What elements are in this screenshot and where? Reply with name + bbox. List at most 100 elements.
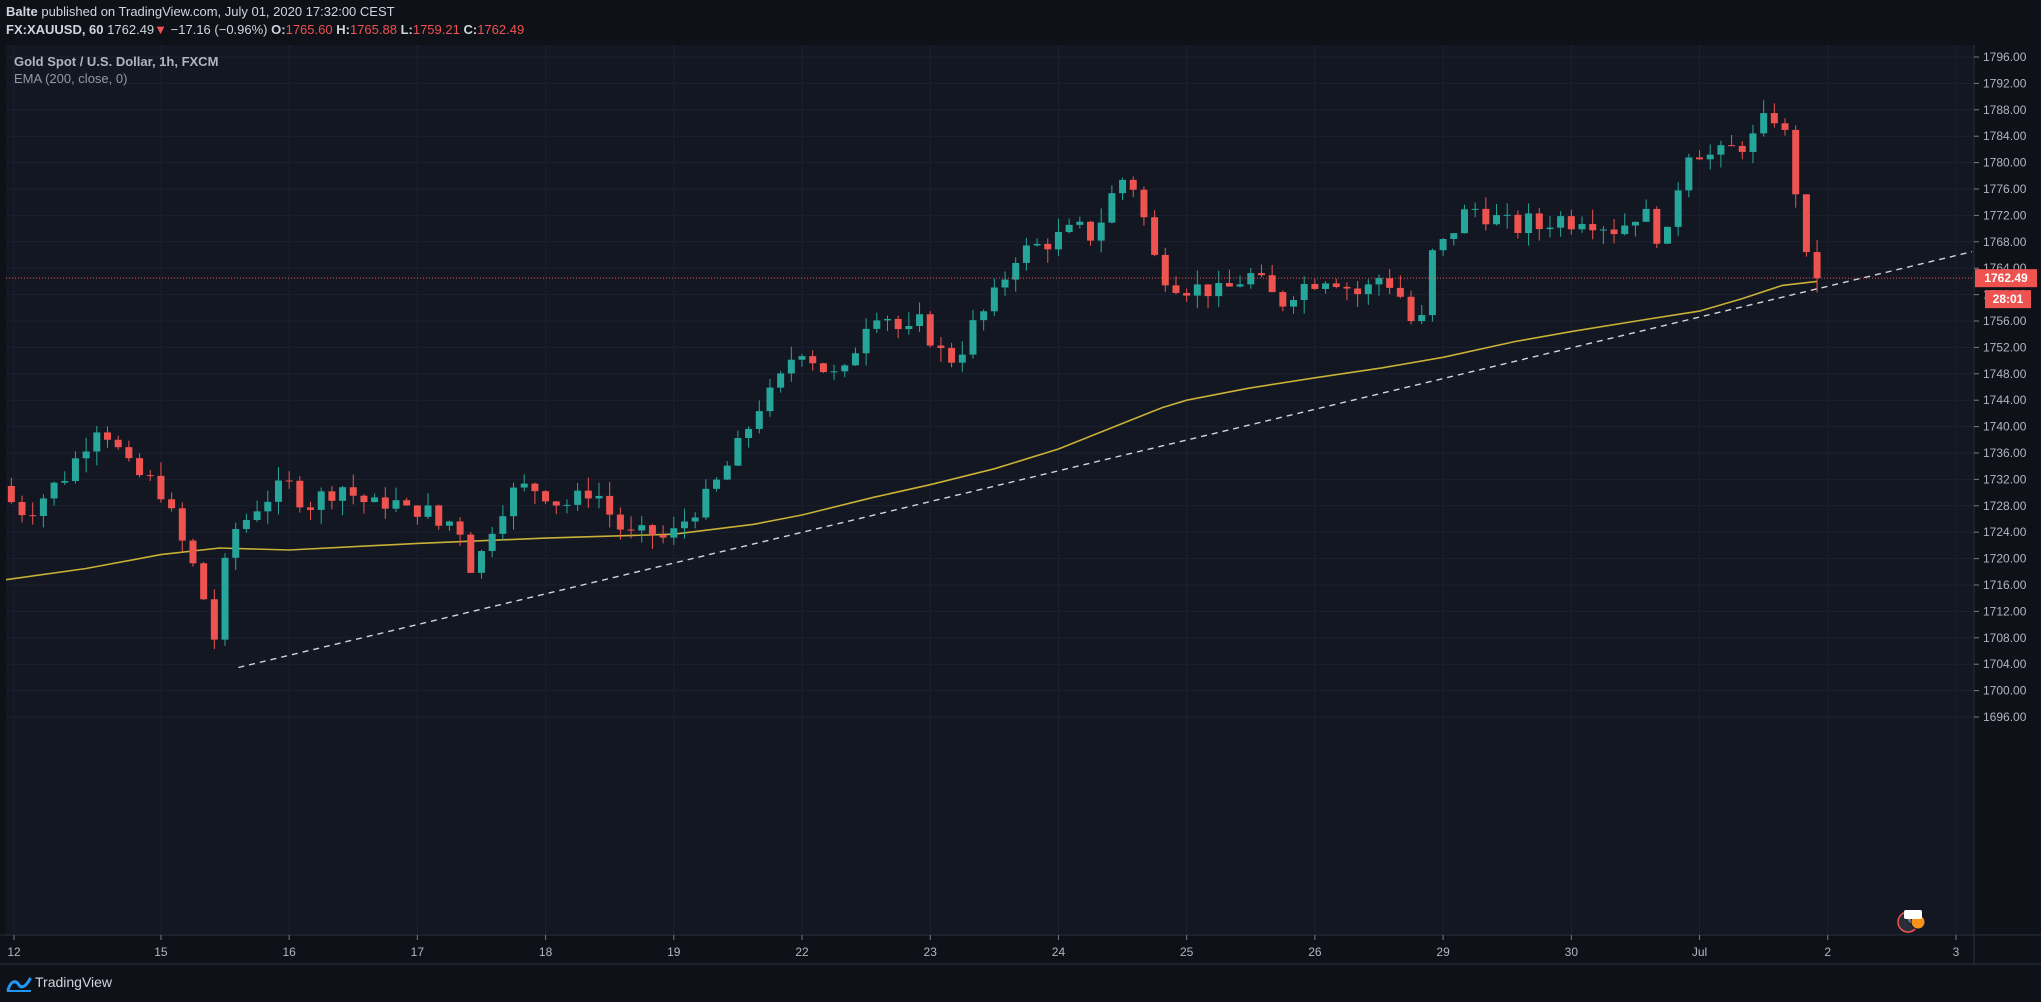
candle-down — [136, 453, 144, 478]
candle-up — [1364, 279, 1372, 305]
candle-down — [1183, 288, 1191, 302]
tradingview-brand[interactable]: TradingView — [35, 974, 113, 990]
candle-up — [424, 493, 432, 519]
candle-down — [1728, 134, 1736, 147]
support-trendline[interactable] — [238, 251, 1973, 669]
candle-up — [253, 500, 261, 522]
candle-down — [104, 426, 112, 448]
candle-down — [403, 497, 411, 506]
candle-up — [1065, 218, 1073, 234]
y-tick-label: 1768.00 — [1983, 235, 2027, 249]
candle-up — [670, 516, 678, 545]
candle-up — [1108, 185, 1116, 224]
candle-up — [1674, 182, 1682, 236]
time-axis[interactable]: 12 15 16 17 18 19 22 23 24 25 26 29 30 Jul 2 3 — [7, 935, 1960, 959]
candle-up — [1557, 211, 1565, 237]
chart-legend: Gold Spot / U.S. Dollar, 1h, FXCM EMA (2… — [14, 53, 218, 87]
candle-up — [232, 522, 240, 570]
x-tick-label: 12 — [7, 945, 21, 959]
x-tick-label: 25 — [1180, 945, 1194, 959]
candle-down — [1129, 176, 1137, 198]
candle-down — [200, 561, 208, 600]
candle-up — [39, 494, 47, 528]
candle-down — [18, 495, 26, 523]
y-tick-label: 1720.00 — [1983, 552, 2027, 566]
candle-up — [1631, 221, 1639, 237]
candle-up — [862, 318, 870, 366]
x-tick-label: 2 — [1824, 945, 1831, 959]
candle-down — [809, 350, 817, 371]
candle-up — [1760, 100, 1768, 137]
candle-up — [1749, 124, 1757, 164]
candle-down — [552, 500, 560, 515]
y-tick-label: 1740.00 — [1983, 420, 2027, 434]
published-text: published on TradingView.com, July 01, 2… — [41, 4, 395, 19]
candle-up — [71, 451, 79, 484]
candle-down — [1738, 141, 1746, 160]
candles-layer — [7, 100, 1821, 650]
tradingview-logo-icon[interactable] — [6, 976, 32, 992]
candle-down — [584, 477, 592, 509]
candle-up — [1525, 203, 1533, 246]
candle-down — [146, 469, 154, 481]
candle-up — [1322, 281, 1330, 294]
price-chart[interactable]: 1696.00 1700.00 1704.00 1708.00 1712.00 1716.… — [0, 0, 2041, 965]
low-label: L: — [400, 22, 413, 37]
x-tick-label: 30 — [1565, 945, 1579, 959]
candle-down — [1386, 269, 1394, 295]
candle-down — [307, 501, 315, 520]
candle-down — [7, 477, 15, 504]
y-tick-label: 1696.00 — [1983, 710, 2027, 724]
candle-up — [1642, 199, 1650, 222]
candle-down — [210, 589, 218, 650]
candle-up — [1599, 226, 1607, 245]
y-tick-label: 1772.00 — [1983, 208, 2027, 222]
candle-down — [1151, 210, 1159, 257]
author-name[interactable]: Balte — [6, 4, 38, 19]
price-axis[interactable]: 1696.00 1700.00 1704.00 1708.00 1712.00 1716.… — [1974, 50, 2027, 724]
candle-up — [371, 493, 379, 503]
candle-up — [339, 485, 347, 516]
y-tick-label: 1788.00 — [1983, 103, 2027, 117]
price-change: −17.16 (−0.96%) — [170, 22, 268, 37]
candle-up — [1706, 144, 1714, 170]
x-tick-label: 17 — [411, 945, 425, 959]
close-label: C: — [463, 22, 478, 37]
candle-up — [1428, 248, 1436, 322]
candle-down — [1770, 103, 1778, 128]
candle-up — [1193, 270, 1201, 309]
candle-up — [477, 549, 485, 579]
candle-up — [1300, 276, 1308, 314]
high-label: H: — [336, 22, 350, 37]
close-value: 1762.49 — [477, 22, 525, 37]
candle-up — [1119, 177, 1127, 201]
candle-up — [883, 315, 891, 332]
publish-header: Balte published on TradingView.com, July… — [0, 0, 2041, 44]
candle-up — [520, 474, 528, 492]
countdown-badge — [1985, 290, 2031, 309]
candle-down — [1311, 278, 1319, 291]
candle-up — [787, 346, 795, 382]
candle-down — [1514, 210, 1522, 239]
candle-up — [1001, 271, 1009, 296]
candle-up — [1097, 208, 1105, 253]
ohlc-line: FX:XAUUSD, 60 1762.49▼ −17.16 (−0.96%) O… — [6, 22, 524, 37]
candle-down — [1332, 278, 1340, 289]
candle-up — [1503, 203, 1511, 229]
candle-down — [1396, 275, 1404, 299]
event-flag-icon[interactable] — [1897, 910, 1926, 933]
candle-up — [851, 347, 859, 366]
candle-down — [1257, 264, 1265, 278]
last-price: 1762.49 — [107, 22, 155, 37]
candle-down — [1802, 194, 1810, 257]
candle-down — [349, 474, 357, 505]
legend-title[interactable]: Gold Spot / U.S. Dollar, 1h, FXCM — [14, 54, 219, 69]
candle-up — [1717, 140, 1725, 168]
trendline-layer[interactable] — [238, 251, 1973, 669]
open-label: O: — [271, 22, 286, 37]
legend-indicator[interactable]: EMA (200, close, 0) — [14, 71, 128, 86]
y-tick-label: 1784.00 — [1983, 129, 2027, 143]
y-tick-label: 1704.00 — [1983, 657, 2027, 671]
candle-up — [1546, 216, 1554, 238]
candle-down — [1567, 209, 1575, 235]
